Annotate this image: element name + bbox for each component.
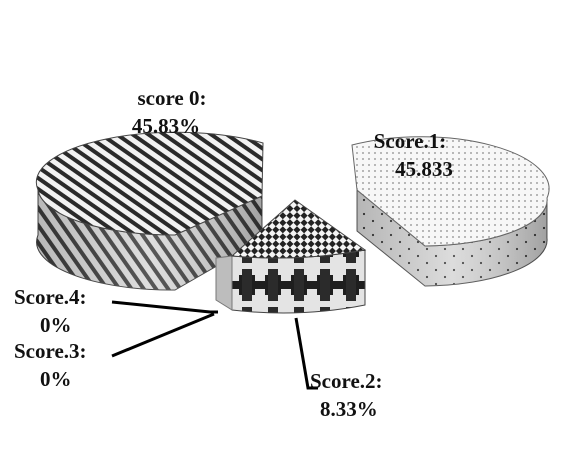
label-score-2-name: Score.2:: [310, 369, 383, 393]
slice-score-0[interactable]: [35, 131, 264, 291]
label-score-3-value: 0%: [40, 367, 72, 391]
slice-score-2-top: [230, 199, 367, 259]
label-score-4-name: Score.4:: [14, 285, 87, 309]
label-score-2-value: 8.33%: [320, 397, 378, 421]
label-score-0-value: 45.83%: [132, 114, 200, 138]
leader-line-score-2: [294, 317, 318, 390]
leader-line-score-4: [111, 300, 218, 314]
label-score-3-name: Score.3:: [14, 339, 87, 363]
label-score-1-name: Score.1:: [374, 129, 447, 153]
label-score-0-name: score 0:: [138, 86, 207, 110]
slice-score-1[interactable]: [351, 136, 550, 287]
slice-score-2-side: [231, 249, 366, 314]
slice-score-1-top: [351, 136, 550, 247]
slice-score-0-top: [35, 131, 264, 236]
leader-lines: [111, 300, 318, 390]
leader-line-score-3: [111, 312, 215, 358]
label-score-4-value: 0%: [40, 313, 72, 337]
slice-labels: score 0: 45.83% Score.1: 45.833 Score.2:…: [14, 86, 453, 421]
slice-score-2[interactable]: [215, 199, 367, 314]
label-score-1-value: 45.833: [395, 157, 453, 181]
